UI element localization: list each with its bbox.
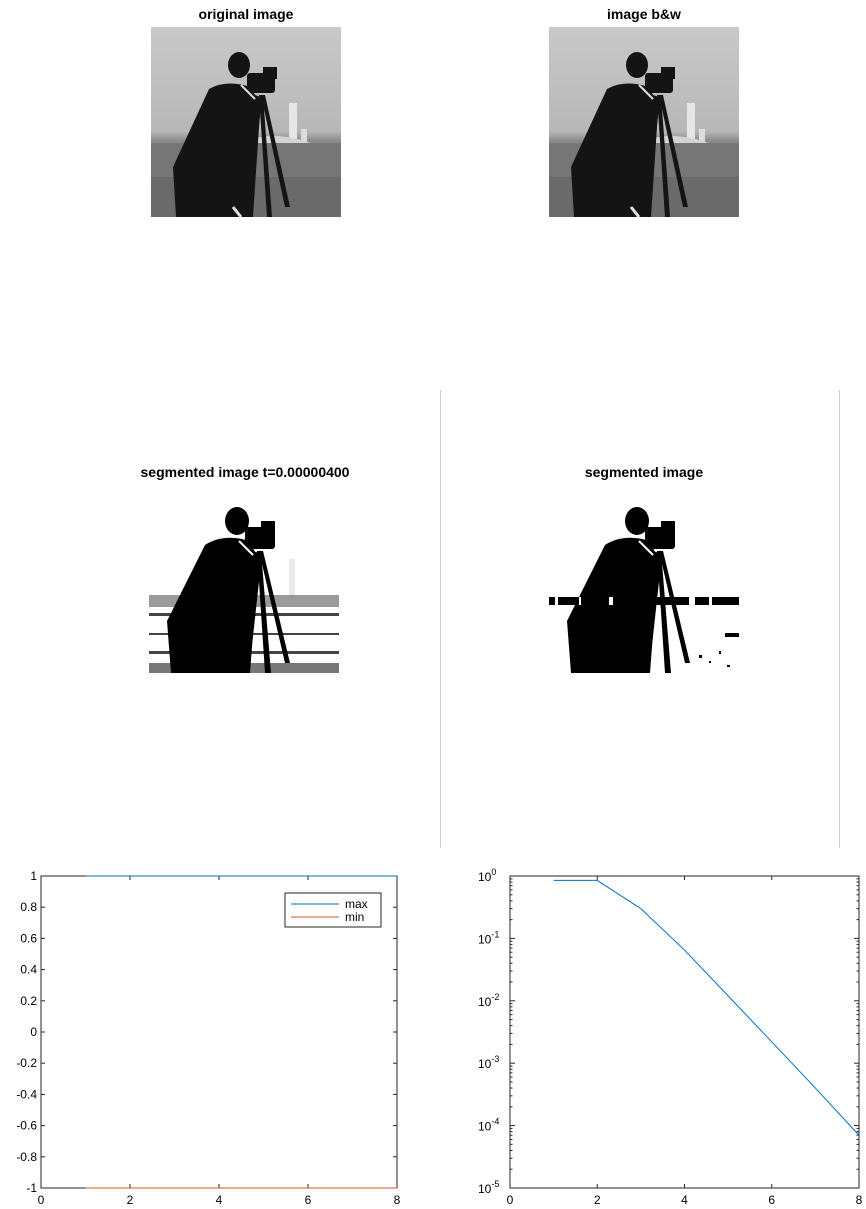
legend-label-max: max: [345, 897, 368, 911]
y-tick-label: 0.2: [20, 994, 37, 1008]
y-tick-label: 100: [478, 867, 496, 884]
x-tick-label: 8: [394, 1193, 401, 1207]
x-tick-label: 2: [127, 1193, 134, 1207]
y-tick-label: 10-4: [478, 1117, 499, 1134]
y-tick-label: 10-1: [478, 929, 499, 946]
x-tick-label: 6: [768, 1193, 775, 1207]
series-line-0: [553, 879, 860, 1136]
separator-line-left: [440, 390, 441, 848]
y-tick-label: -0.6: [16, 1119, 37, 1133]
y-tick-label: 10-2: [478, 992, 499, 1009]
x-tick-label: 4: [216, 1193, 223, 1207]
x-tick-label: 0: [507, 1193, 514, 1207]
x-tick-label: 2: [594, 1193, 601, 1207]
y-tick-label: 0.8: [20, 900, 37, 914]
separator-line-right: [839, 390, 840, 848]
x-tick-label: 0: [38, 1193, 45, 1207]
segmented-image: [549, 483, 739, 673]
segmented-image-title: segmented image: [584, 464, 704, 480]
y-tick-label: 0.6: [20, 931, 37, 945]
bw-image-title: image b&w: [607, 6, 681, 22]
y-tick-label: -1: [26, 1181, 37, 1195]
x-tick-label: 6: [305, 1193, 312, 1207]
bw-image: [549, 27, 739, 217]
y-tick-label: 10-5: [478, 1179, 499, 1196]
legend-label-min: min: [345, 910, 364, 924]
legend-box: [284, 892, 382, 928]
segmented-t-image: [149, 483, 339, 673]
y-tick-label: -0.8: [16, 1150, 37, 1164]
max-min-chart: 0 2 4 6 8 -1 -0.8 -0.6 -0.4 -0.2 0 0.2 0.4 0.6 0.8 1 ma…: [16, 869, 401, 1207]
plot-area-frame: [509, 875, 860, 1189]
original-image-title: original image: [198, 6, 294, 22]
y-tick-label: 10-3: [478, 1054, 499, 1071]
y-tick-label: -0.2: [16, 1056, 37, 1070]
original-image: [151, 27, 341, 217]
y-tick-label: 0: [30, 1025, 37, 1039]
x-tick-label: 8: [856, 1193, 863, 1207]
y-tick-label: 1: [30, 869, 37, 883]
y-tick-label: 0.4: [20, 963, 37, 977]
x-tick-label: 4: [681, 1193, 688, 1207]
segmented-t-image-title: segmented image t=0.00000400: [140, 464, 350, 480]
log-scale-chart: 0 2 4 6 8 100 10-1 10-2 10-3 10-4 10-5: [478, 867, 863, 1207]
y-tick-label: -0.4: [16, 1087, 37, 1101]
